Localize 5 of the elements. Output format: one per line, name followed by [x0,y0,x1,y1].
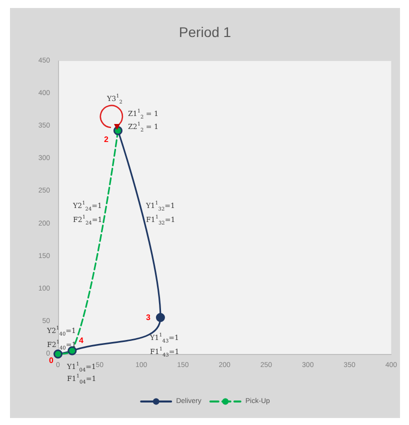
point [156,313,165,322]
chart-title: Period 1 [178,24,232,40]
annotation: 4 [79,336,84,345]
annotation: 3 [146,313,150,322]
annotation: 2 [104,135,108,144]
